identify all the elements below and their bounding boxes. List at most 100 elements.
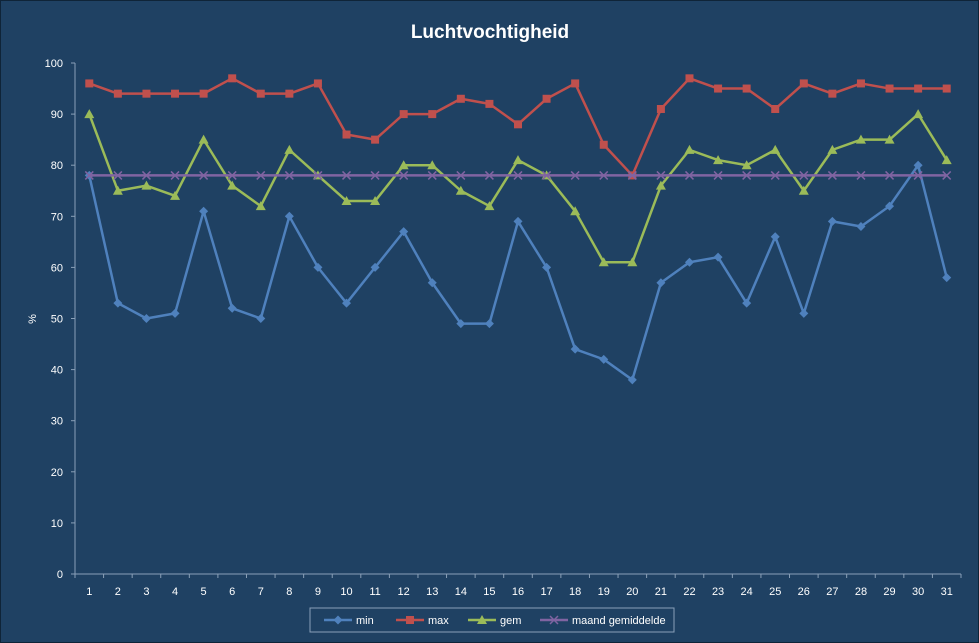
data-point-max	[885, 84, 894, 93]
x-tick-label: 23	[712, 586, 724, 598]
x-tick-label: 8	[286, 586, 292, 598]
x-tick-label: 24	[741, 586, 753, 598]
data-point-min	[484, 319, 494, 329]
data-point-min	[227, 303, 237, 313]
data-point-maand-gemiddelde	[170, 170, 180, 180]
data-point-gem	[655, 180, 666, 190]
data-point-max	[942, 84, 951, 93]
x-tick-label: 19	[598, 586, 610, 598]
data-point-maand-gemiddelde	[399, 170, 409, 180]
data-point-maand-gemiddelde	[513, 170, 523, 180]
data-point-max	[113, 89, 122, 98]
data-point-min	[456, 319, 466, 329]
y-tick-label: 60	[51, 262, 63, 274]
data-point-gem	[513, 155, 523, 165]
data-point-maand-gemiddelde	[313, 170, 323, 180]
data-point-min	[942, 273, 952, 283]
data-point-gem	[855, 134, 866, 144]
data-point-max	[399, 110, 408, 119]
data-point-min	[256, 314, 266, 323]
data-point-max	[456, 94, 465, 103]
data-point-gem	[484, 201, 495, 211]
data-point-min	[742, 298, 752, 308]
data-point-max	[656, 104, 665, 113]
data-point-min	[885, 201, 895, 211]
legend-label-gem: gem	[500, 615, 521, 627]
data-point-gem	[455, 185, 466, 195]
data-point-max	[828, 89, 837, 98]
data-point-min	[913, 160, 923, 170]
x-tick-label: 14	[455, 586, 467, 598]
data-point-max	[171, 89, 180, 98]
data-point-maand-gemiddelde	[913, 170, 923, 180]
data-point-min	[856, 222, 866, 232]
legend: min max gem maand gemiddelde	[309, 607, 675, 633]
x-tick-label: 31	[941, 586, 953, 598]
data-point-gem	[713, 155, 724, 165]
data-point-maand-gemiddelde	[942, 170, 952, 180]
data-point-maand-gemiddelde	[227, 170, 237, 180]
legend-box	[309, 607, 675, 633]
data-point-min	[627, 375, 637, 385]
y-tick-label: 70	[51, 211, 63, 223]
x-tick-label: 30	[912, 586, 924, 598]
data-point-maand-gemiddelde	[113, 170, 123, 180]
data-point-max	[285, 89, 294, 98]
x-tick-label: 4	[172, 586, 178, 598]
x-tick-label: 15	[483, 586, 495, 598]
y-tick-label: 30	[51, 416, 63, 428]
data-point-min	[342, 298, 352, 308]
x-tick-label: 1	[86, 586, 92, 598]
data-point-min	[313, 262, 323, 272]
data-point-gem	[884, 134, 895, 144]
x-tick-label: 20	[626, 586, 638, 598]
x-tick-label: 7	[258, 586, 264, 598]
x-tick-label: 25	[769, 586, 781, 598]
data-point-maand-gemiddelde	[856, 170, 866, 180]
data-point-gem	[398, 160, 409, 170]
data-point-max	[571, 79, 580, 88]
data-point-gem	[827, 144, 838, 154]
x-tick-label: 27	[826, 586, 838, 598]
data-point-maand-gemiddelde	[456, 170, 466, 180]
data-point-gem	[598, 257, 609, 267]
data-point-max	[485, 99, 494, 108]
data-point-min	[799, 308, 809, 318]
data-point-max	[85, 79, 94, 88]
data-point-max	[313, 79, 322, 88]
data-point-max	[914, 84, 923, 93]
data-point-max	[685, 74, 694, 83]
legend-marker-min	[333, 615, 343, 625]
data-point-maand-gemiddelde	[599, 170, 609, 180]
data-point-gem	[570, 206, 581, 216]
data-point-max	[742, 84, 751, 93]
data-point-gem	[684, 144, 695, 154]
data-point-max	[771, 104, 780, 113]
legend-label-maand-gemiddelde: maand gemiddelde	[572, 615, 666, 627]
data-point-maand-gemiddelde	[141, 170, 151, 180]
x-tick-label: 2	[115, 586, 121, 598]
data-point-min	[113, 298, 123, 308]
data-point-maand-gemiddelde	[656, 170, 666, 180]
data-point-gem	[798, 185, 809, 195]
x-tick-label: 16	[512, 586, 524, 598]
data-point-maand-gemiddelde	[627, 170, 637, 180]
y-tick-label: 40	[51, 365, 63, 377]
data-point-maand-gemiddelde	[370, 170, 380, 180]
data-point-max	[371, 135, 380, 144]
x-tick-label: 11	[369, 586, 380, 598]
data-point-max	[714, 84, 723, 93]
data-point-gem	[913, 109, 924, 119]
data-point-gem	[198, 134, 209, 144]
data-point-min	[370, 262, 380, 272]
data-point-max	[514, 120, 522, 129]
data-point-max	[256, 89, 265, 98]
data-point-max	[799, 79, 808, 88]
y-tick-label: 80	[51, 160, 63, 172]
series-line-min	[88, 163, 948, 382]
data-point-gem	[770, 144, 781, 154]
data-point-gem	[84, 109, 95, 119]
